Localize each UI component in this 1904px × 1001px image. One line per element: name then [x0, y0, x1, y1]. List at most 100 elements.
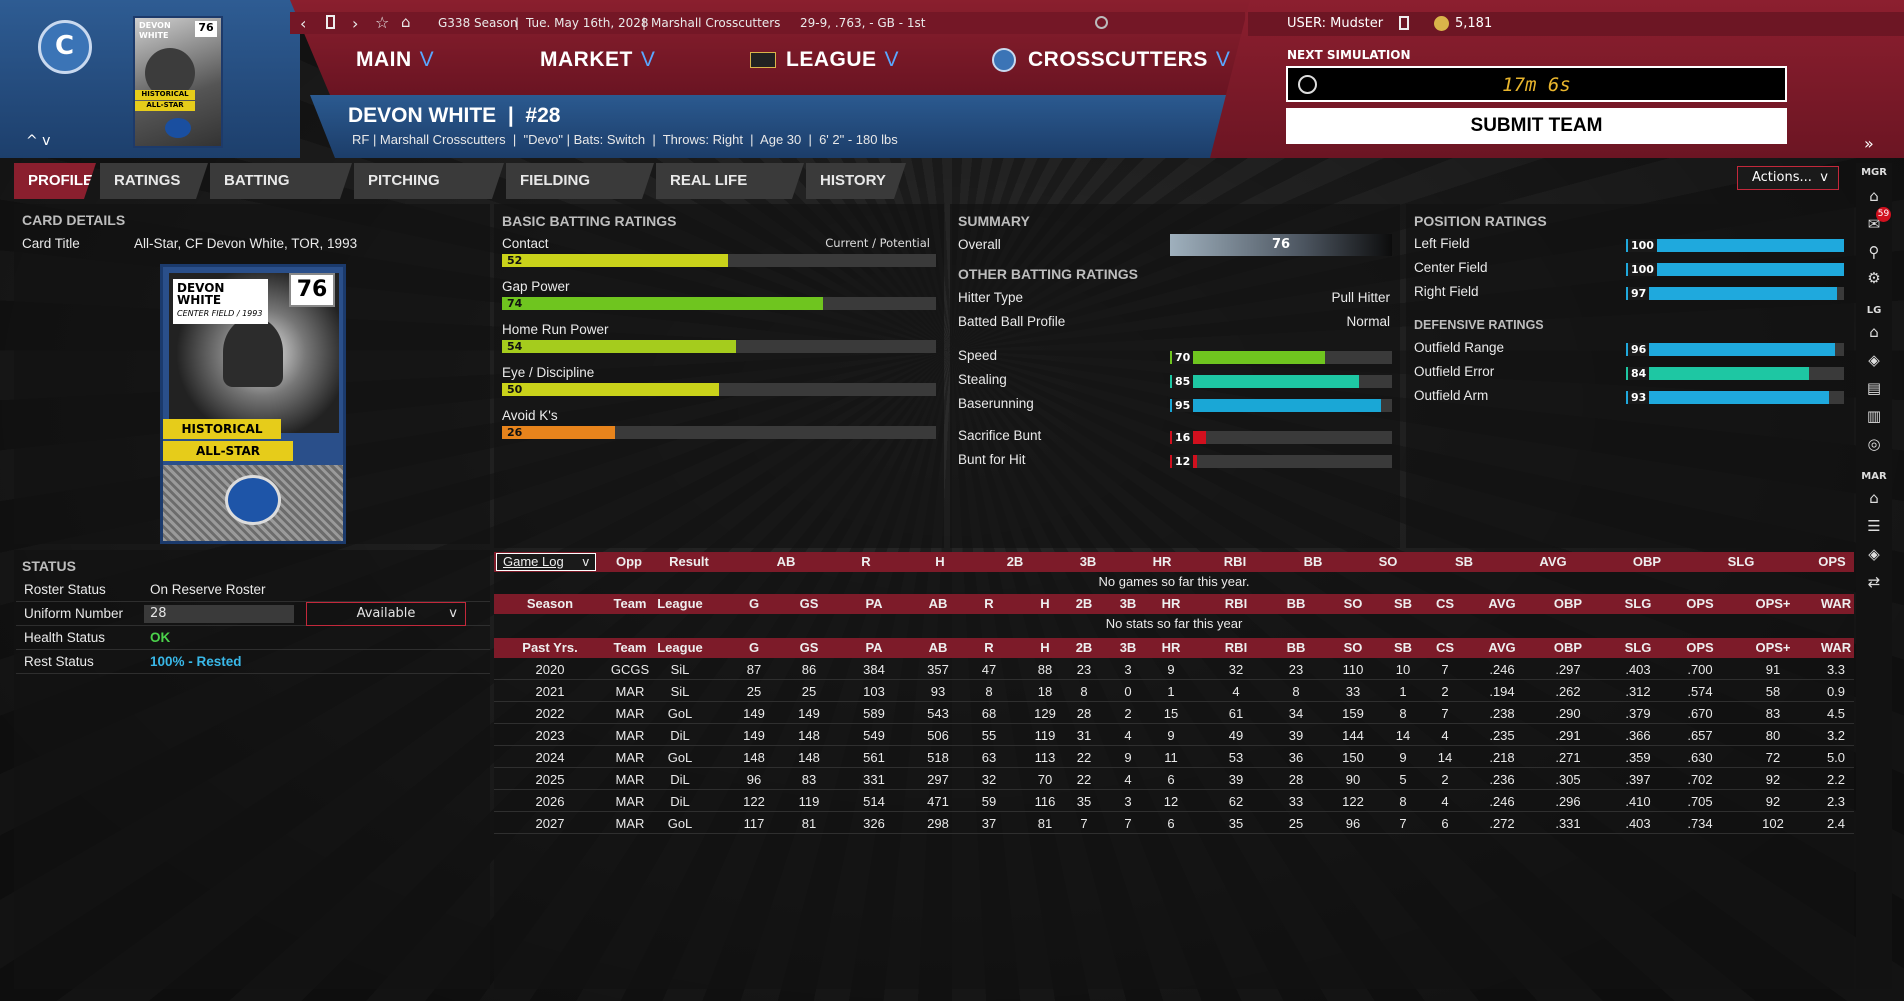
- actions-dropdown[interactable]: Actions... v: [1737, 166, 1839, 190]
- table-row[interactable]: 2022 MAR GoL 149 149 589 543 68 129 28 2 15 61 34 159 8…: [494, 704, 1854, 724]
- column-header-so[interactable]: SO: [1378, 554, 1398, 569]
- column-header-r[interactable]: R: [984, 640, 994, 655]
- column-header-team[interactable]: Team: [613, 596, 647, 611]
- column-header-league[interactable]: League: [657, 640, 703, 655]
- column-header-sb[interactable]: SB: [1393, 596, 1413, 611]
- column-header-ab[interactable]: AB: [928, 596, 948, 611]
- column-header-avg[interactable]: AVG: [1488, 640, 1516, 655]
- column-header-ab[interactable]: AB: [928, 640, 948, 655]
- column-header-war[interactable]: WAR: [1820, 640, 1852, 655]
- column-header-hr[interactable]: HR: [1161, 596, 1181, 611]
- column-header-2b[interactable]: 2B: [1075, 640, 1093, 655]
- forward-arrow-icon[interactable]: ›: [352, 14, 359, 33]
- column-header-2b[interactable]: 2B: [1006, 554, 1024, 569]
- device-icon[interactable]: [1399, 16, 1409, 30]
- column-header-ops[interactable]: OPS: [1686, 640, 1714, 655]
- column-header-opp[interactable]: Opp: [616, 554, 642, 569]
- team-home-icon[interactable]: ⌂: [1869, 489, 1879, 507]
- column-header-g[interactable]: G: [748, 596, 760, 611]
- home-icon[interactable]: ⌂: [1869, 187, 1879, 205]
- table-row[interactable]: 2021 MAR SiL 25 25 103 93 8 18 8 0 1 4 8 33 1 2 .194 .262.…: [494, 682, 1854, 702]
- column-header-league[interactable]: League: [657, 596, 703, 611]
- nav-market[interactable]: MARKET V: [540, 48, 656, 71]
- column-header-sb[interactable]: SB: [1454, 554, 1474, 569]
- table-row[interactable]: 2023 MAR DiL 149 148 549 506 55 119 31 4 9 49 39 144 14…: [494, 726, 1854, 746]
- column-header-gs[interactable]: GS: [799, 640, 819, 655]
- column-header-bb[interactable]: BB: [1286, 640, 1306, 655]
- column-header-bb[interactable]: BB: [1303, 554, 1323, 569]
- home-icon[interactable]: ⌂: [401, 13, 411, 31]
- column-header-obp[interactable]: OBP: [1553, 640, 1583, 655]
- availability-dropdown[interactable]: Available v: [306, 602, 466, 626]
- table-row[interactable]: 2020 GCGS SiL 87 86 384 357 47 88 23 3 9 32 23 110 10 7.…: [494, 660, 1854, 680]
- gear-icon[interactable]: ⚙: [1867, 269, 1881, 287]
- news-icon[interactable]: ▤: [1866, 379, 1882, 397]
- team-logo[interactable]: C: [38, 20, 92, 74]
- column-header-gs[interactable]: GS: [799, 596, 819, 611]
- column-header-ops[interactable]: OPS+: [1755, 596, 1791, 611]
- column-header-rbi[interactable]: RBI: [1223, 554, 1247, 569]
- uniform-number-input[interactable]: 28: [144, 605, 294, 623]
- column-header-cs[interactable]: CS: [1435, 596, 1455, 611]
- column-header-2b[interactable]: 2B: [1075, 596, 1093, 611]
- column-header-cs[interactable]: CS: [1435, 640, 1455, 655]
- roster-icon[interactable]: ◈: [1868, 545, 1880, 563]
- trade-icon[interactable]: ⇄: [1867, 573, 1881, 591]
- nav-crosscutters[interactable]: CROSSCUTTERS V: [1028, 48, 1231, 71]
- nav-league[interactable]: LEAGUE V: [786, 48, 900, 71]
- player-card-thumbnail[interactable]: 76 DEVON WHITE HISTORICAL ALL-STAR: [133, 16, 223, 148]
- tab-ratings[interactable]: RATINGS: [100, 163, 208, 199]
- bookmark-icon[interactable]: [326, 15, 335, 29]
- column-header-obp[interactable]: OBP: [1632, 554, 1662, 569]
- star-icon[interactable]: ☆: [375, 13, 390, 32]
- column-header-season[interactable]: Season: [526, 596, 574, 611]
- table-row[interactable]: 2025 MAR DiL 96 83 331 297 32 70 22 4 6 39 28 90 5 2 .236…: [494, 770, 1854, 790]
- column-header-3b[interactable]: 3B: [1079, 554, 1097, 569]
- column-header-so[interactable]: SO: [1343, 640, 1363, 655]
- column-header-h[interactable]: H: [1040, 596, 1050, 611]
- league-home-icon[interactable]: ⌂: [1869, 323, 1879, 341]
- column-header-avg[interactable]: AVG: [1539, 554, 1567, 569]
- tab-profile[interactable]: PROFILE: [14, 163, 96, 199]
- baseball-icon[interactable]: ◎: [1867, 435, 1881, 453]
- column-header-pa[interactable]: PA: [865, 640, 883, 655]
- column-header-hr[interactable]: HR: [1152, 554, 1172, 569]
- column-header-avg[interactable]: AVG: [1488, 596, 1516, 611]
- tab-real-life-stats[interactable]: REAL LIFE STATS: [656, 163, 804, 199]
- column-header-so[interactable]: SO: [1343, 596, 1363, 611]
- nav-main[interactable]: MAIN V: [356, 48, 435, 71]
- tab-batting-stats[interactable]: BATTING STATS: [210, 163, 352, 199]
- expand-icon[interactable]: »: [1864, 134, 1874, 153]
- column-header-pa[interactable]: PA: [865, 596, 883, 611]
- column-header-past-yrs[interactable]: Past Yrs.: [522, 640, 578, 655]
- column-header-rbi[interactable]: RBI: [1224, 640, 1248, 655]
- table-row[interactable]: 2027 MAR GoL 117 81 326 298 37 81 7 7 6 35 25 96 7 6 .272…: [494, 814, 1854, 834]
- column-header-ops[interactable]: OPS: [1818, 554, 1846, 569]
- column-header-g[interactable]: G: [748, 640, 760, 655]
- column-header-bb[interactable]: BB: [1286, 596, 1306, 611]
- column-header-hr[interactable]: HR: [1161, 640, 1181, 655]
- chart-icon[interactable]: ▥: [1866, 407, 1882, 425]
- collapse-arrows-icon[interactable]: ^ v: [26, 133, 51, 149]
- table-row[interactable]: 2024 MAR GoL 148 148 561 518 63 113 22 9 11 53 36 150 9…: [494, 748, 1854, 768]
- column-header-h[interactable]: H: [935, 554, 945, 569]
- column-header-slg[interactable]: SLG: [1624, 596, 1652, 611]
- submit-team-button[interactable]: SUBMIT TEAM: [1286, 108, 1787, 144]
- search-icon[interactable]: [1095, 16, 1108, 29]
- column-header-3b[interactable]: 3B: [1119, 640, 1137, 655]
- column-header-h[interactable]: H: [1040, 640, 1050, 655]
- column-header-ops[interactable]: OPS+: [1755, 640, 1791, 655]
- column-header-sb[interactable]: SB: [1393, 640, 1413, 655]
- player-card-image[interactable]: DEVON WHITE CENTER FIELD / 1993 76 HISTO…: [160, 264, 346, 544]
- search-icon[interactable]: ⚲: [1868, 243, 1880, 261]
- lineup-icon[interactable]: ☰: [1867, 517, 1881, 535]
- tab-pitching-stats[interactable]: PITCHING STATS: [354, 163, 504, 199]
- column-header-slg[interactable]: SLG: [1727, 554, 1755, 569]
- column-header-war[interactable]: WAR: [1820, 596, 1852, 611]
- column-header-team[interactable]: Team: [613, 640, 647, 655]
- table-row[interactable]: 2026 MAR DiL 122 119 514 471 59 116 35 3 12 62 33 122 8…: [494, 792, 1854, 812]
- column-header-slg[interactable]: SLG: [1624, 640, 1652, 655]
- column-header-obp[interactable]: OBP: [1553, 596, 1583, 611]
- shield-icon[interactable]: ◈: [1868, 351, 1880, 369]
- column-header-ops[interactable]: OPS: [1686, 596, 1714, 611]
